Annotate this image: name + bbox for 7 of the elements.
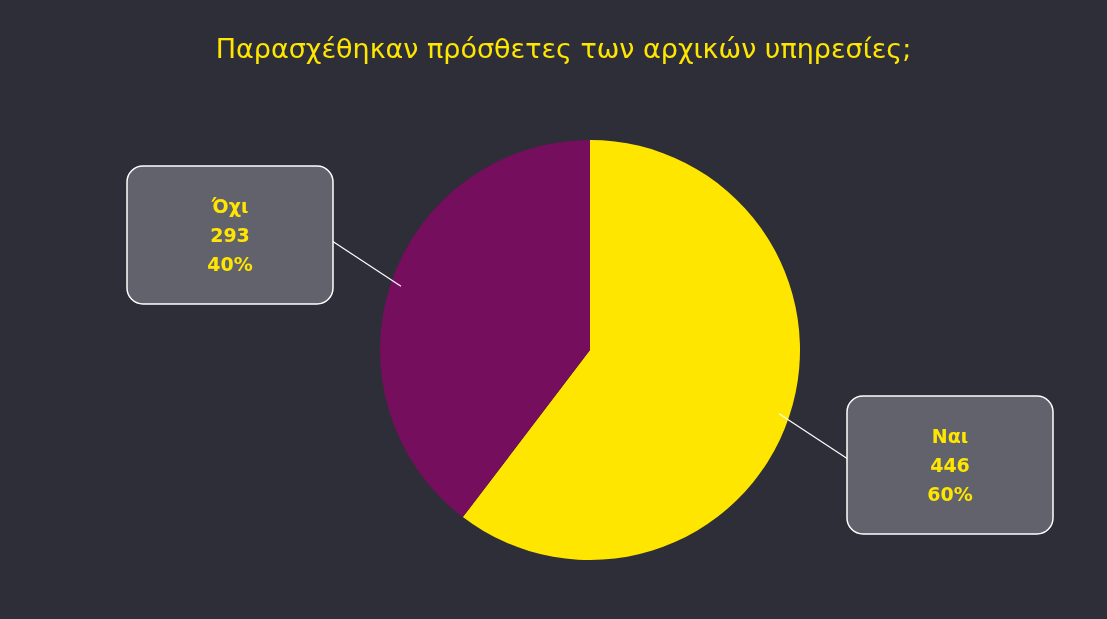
pie-slice (380, 140, 590, 518)
data-label: 293 40% (207, 223, 253, 275)
chart-title: Παρασχέθηκαν πρόσθετες των αρχικών υπηρεσίες; (215, 33, 912, 64)
slice-label: Όχι (210, 194, 249, 217)
slice-label: Ναι (931, 425, 969, 448)
data-label: 446 60% (927, 454, 973, 506)
pie-slice (462, 140, 800, 560)
